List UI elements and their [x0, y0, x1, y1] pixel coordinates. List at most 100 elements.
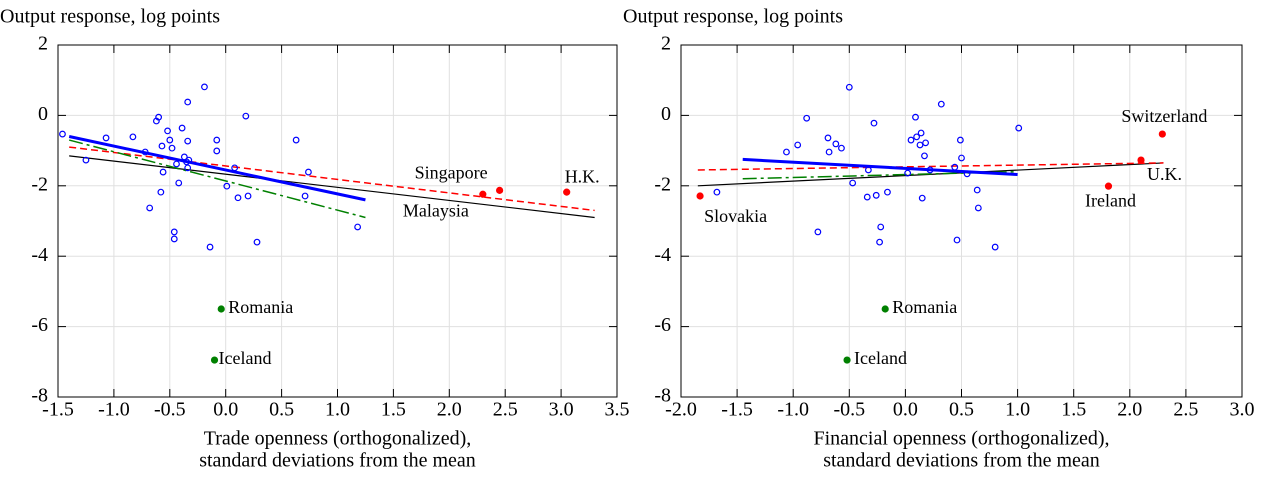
point	[242, 112, 250, 120]
y-tick-label: -8	[31, 385, 48, 407]
point	[814, 228, 822, 236]
point	[129, 133, 137, 141]
point	[159, 168, 167, 176]
point	[824, 134, 832, 142]
point	[937, 100, 945, 108]
plot-frame	[680, 44, 1243, 398]
point	[838, 144, 845, 152]
x-tick-label: 1.5	[1061, 399, 1086, 421]
y-tick-label: -4	[31, 244, 48, 266]
x-tick-label: 2.5	[493, 399, 518, 421]
x-axis-title: standard deviations from the mean	[199, 450, 476, 472]
y-axis-title: Output response, log points	[623, 6, 843, 28]
point	[175, 179, 183, 187]
point	[918, 194, 926, 202]
point	[244, 192, 252, 200]
point	[213, 147, 221, 155]
point	[210, 356, 219, 364]
point	[223, 182, 231, 190]
point	[956, 136, 964, 144]
point	[1158, 130, 1166, 138]
point	[184, 137, 192, 145]
y-tick-label: 2	[38, 33, 48, 55]
point	[157, 188, 165, 196]
point	[953, 236, 961, 244]
point	[184, 98, 192, 106]
point	[803, 114, 811, 122]
point	[832, 140, 840, 148]
point-label: U.K.	[1147, 164, 1182, 184]
y-tick-label: -6	[31, 314, 48, 336]
point-label: Romania	[228, 297, 293, 317]
fit-line	[69, 155, 595, 219]
y-tick-label: -4	[654, 244, 671, 266]
x-tick-label: 1.0	[325, 399, 350, 421]
point	[870, 119, 878, 127]
x-tick-label: -0.5	[154, 399, 186, 421]
point	[141, 148, 149, 156]
point	[877, 223, 885, 231]
point	[146, 204, 154, 212]
point-label: H.K.	[565, 166, 600, 186]
point	[305, 168, 312, 176]
y-tick-label: -6	[654, 314, 671, 336]
x-tick-label: 3.0	[1230, 399, 1255, 421]
point	[102, 134, 110, 142]
point	[864, 166, 872, 174]
point	[845, 83, 853, 91]
point	[164, 127, 171, 135]
x-tick-label: 2.0	[1117, 399, 1142, 421]
point	[884, 188, 891, 196]
point	[206, 243, 214, 251]
point	[825, 148, 833, 156]
point	[904, 169, 912, 177]
point	[234, 194, 242, 202]
point	[563, 188, 571, 196]
x-tick-label: -2.0	[665, 399, 697, 421]
point	[185, 156, 193, 164]
y-tick-label: -8	[654, 385, 671, 407]
point	[217, 305, 225, 313]
y-tick-label: 0	[661, 103, 671, 125]
point	[170, 235, 178, 243]
plot-frame	[57, 44, 618, 398]
x-tick-label: 0.0	[213, 399, 238, 421]
point	[178, 124, 186, 132]
point	[872, 191, 880, 199]
point	[794, 141, 802, 149]
fit-line	[68, 139, 366, 219]
point	[696, 192, 704, 200]
point	[301, 192, 309, 200]
point	[184, 164, 192, 172]
x-tick-label: 1.5	[381, 399, 406, 421]
x-tick-label: -1.0	[98, 399, 130, 421]
point	[82, 156, 90, 164]
point-label: Slovakia	[704, 206, 767, 226]
point	[917, 129, 925, 137]
point	[354, 223, 362, 231]
fit-line	[69, 146, 595, 212]
point-label: Iceland	[219, 348, 272, 368]
point-label: Ireland	[1085, 190, 1136, 210]
point	[253, 238, 261, 246]
y-tick-label: 2	[661, 33, 671, 55]
x-tick-label: 1.0	[1005, 399, 1030, 421]
x-tick-label: -1.5	[721, 399, 753, 421]
point-label: Iceland	[854, 348, 907, 368]
point	[173, 160, 180, 168]
point	[951, 163, 959, 171]
point	[881, 305, 889, 313]
point	[1015, 124, 1023, 132]
point	[713, 188, 721, 196]
point	[958, 154, 965, 162]
point	[849, 179, 857, 187]
point	[974, 204, 982, 212]
point	[170, 228, 178, 236]
point	[213, 136, 221, 144]
point	[201, 83, 208, 91]
point	[907, 136, 915, 144]
x-tick-label: 0.5	[269, 399, 294, 421]
point	[1137, 156, 1145, 164]
point	[863, 193, 871, 201]
point	[166, 136, 174, 144]
